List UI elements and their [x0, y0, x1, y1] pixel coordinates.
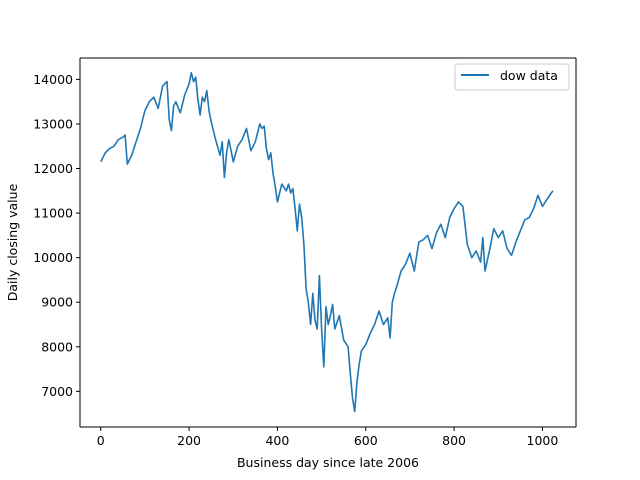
- y-tick-label: 13000: [33, 116, 73, 131]
- x-tick-label: 400: [265, 433, 289, 448]
- series-layer: [100, 71, 554, 413]
- y-tick-label: 14000: [33, 72, 73, 87]
- legend: dow data: [454, 63, 570, 91]
- x-tick-label: 800: [442, 433, 466, 448]
- series-line-0: [100, 71, 554, 413]
- y-tick-label: 9000: [41, 295, 73, 310]
- y-tick-label: 7000: [41, 384, 73, 399]
- x-tick-label: 200: [177, 433, 201, 448]
- y-axis-ticks: 7000 8000 9000 10000 11000 12000 13000 14000: [33, 72, 80, 399]
- x-axis-ticks: 0 200 400 600 800 1000: [97, 427, 559, 448]
- x-axis-label: Business day since late 2006: [237, 455, 419, 470]
- x-tick-label: 0: [97, 433, 105, 448]
- x-tick-label: 600: [354, 433, 378, 448]
- y-axis-label: Daily closing value: [5, 183, 20, 301]
- y-tick-label: 10000: [33, 250, 73, 265]
- y-tick-label: 8000: [41, 339, 73, 354]
- y-tick-label: 11000: [33, 206, 73, 221]
- plot-area: [80, 58, 576, 427]
- axes-frame: [79, 57, 577, 428]
- x-tick-label: 1000: [527, 433, 559, 448]
- legend-entry-dow-data: dow data: [500, 68, 558, 83]
- legend-box: [454, 63, 570, 91]
- y-tick-label: 12000: [33, 161, 73, 176]
